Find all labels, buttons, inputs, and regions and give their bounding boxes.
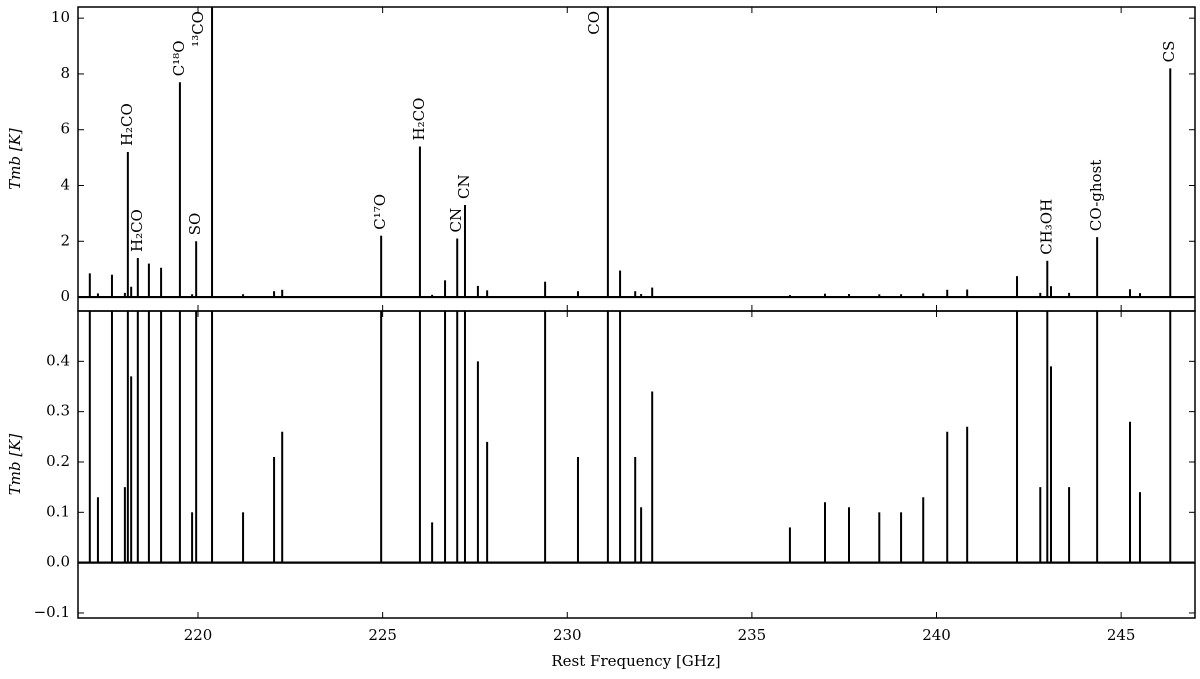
line-label: CO (585, 11, 603, 35)
y-tick-label: 0.2 (46, 452, 70, 470)
x-axis-label: Rest Frequency [GHz] (551, 652, 720, 670)
line-label: CN (447, 208, 465, 233)
line-label: CH₃OH (1037, 199, 1055, 255)
line-label: H₂CO (128, 209, 146, 252)
line-label: ¹³CO (189, 11, 207, 47)
x-tick-label: 220 (184, 626, 213, 644)
x-tick-label: 235 (738, 626, 767, 644)
y-axis-label: Tmb [K] (6, 128, 24, 190)
x-tick-label: 245 (1107, 626, 1136, 644)
plot-area (78, 311, 1195, 564)
line-label: C¹⁸O (170, 40, 188, 76)
panel-frame (77, 310, 1196, 619)
y-tick-label: 8 (60, 64, 70, 82)
x-tick-label: 230 (553, 626, 582, 644)
y-tick-label: −0.1 (34, 603, 70, 621)
y-tick-label: 6 (60, 120, 70, 138)
line-label: CN (455, 174, 473, 199)
y-tick-label: 0.4 (46, 351, 70, 369)
y-tick-label: 10 (51, 8, 70, 26)
y-tick-label: 0.3 (46, 402, 70, 420)
panel-frame (77, 6, 1196, 312)
y-axis-label: Tmb [K] (6, 434, 24, 496)
line-label: SO (186, 213, 204, 236)
plot-area (78, 7, 1195, 299)
line-label: CS (1160, 41, 1178, 63)
line-label: H₂CO (118, 103, 136, 146)
y-tick-label: 0.0 (46, 553, 70, 571)
line-label: CO-ghost (1087, 160, 1105, 231)
y-tick-label: 2 (60, 231, 70, 249)
line-label: C¹⁷O (371, 194, 389, 230)
y-tick-label: 4 (60, 175, 70, 193)
line-label: H₂CO (410, 98, 428, 141)
x-tick-label: 240 (922, 626, 951, 644)
x-tick-label: 225 (368, 626, 397, 644)
y-tick-label: 0.1 (46, 502, 70, 520)
y-tick-label: 0 (60, 287, 70, 305)
